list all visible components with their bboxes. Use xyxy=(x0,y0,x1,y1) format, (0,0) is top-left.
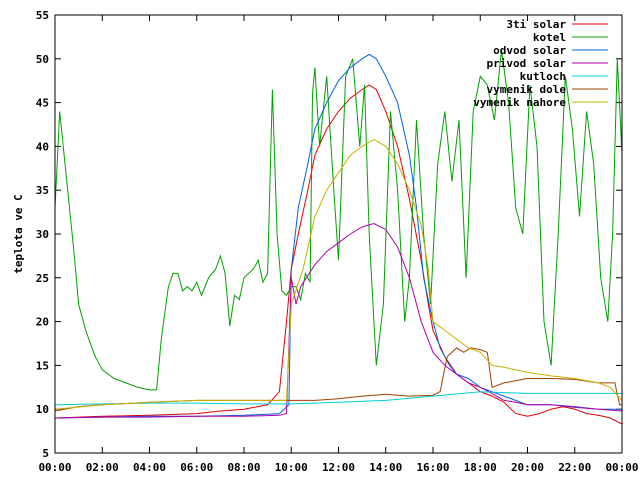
y-tick-label: 45 xyxy=(36,97,49,110)
legend-label: vymenik nahore xyxy=(473,96,566,109)
x-tick-label: 20:00 xyxy=(511,461,544,474)
y-tick-label: 55 xyxy=(36,9,49,22)
series-line-vymenik-dole xyxy=(54,347,622,412)
series-line-3ti-solar xyxy=(54,84,623,425)
y-tick-label: 15 xyxy=(36,359,49,372)
y-tick-label: 10 xyxy=(36,403,49,416)
x-tick-label: 00:00 xyxy=(38,461,71,474)
x-tick-label: 22:00 xyxy=(558,461,591,474)
x-tick-label: 14:00 xyxy=(369,461,402,474)
y-tick-label: 50 xyxy=(36,53,49,66)
y-tick-label: 20 xyxy=(36,316,49,329)
y-tick-label: 5 xyxy=(42,447,49,460)
plot-frame xyxy=(54,14,623,454)
y-tick-label: 40 xyxy=(36,140,49,153)
legend-label: 3ti solar xyxy=(506,18,566,31)
x-tick-label: 00:00 xyxy=(605,461,638,474)
legend-label: kotel xyxy=(533,31,566,44)
series-line-odvod-solar xyxy=(54,53,622,419)
y-tick-label: 25 xyxy=(36,272,49,285)
y-axis-label: teplota ve C xyxy=(12,194,25,273)
x-tick-label: 08:00 xyxy=(227,461,260,474)
legend-label: privod solar xyxy=(487,57,567,70)
x-tick-label: 10:00 xyxy=(275,461,308,474)
x-tick-label: 06:00 xyxy=(180,461,213,474)
legend-label: kutloch xyxy=(520,70,566,83)
legend-label: vymenik dole xyxy=(487,83,567,96)
x-tick-label: 16:00 xyxy=(416,461,449,474)
x-tick-label: 18:00 xyxy=(464,461,497,474)
x-tick-label: 12:00 xyxy=(322,461,355,474)
series-line-kotel xyxy=(54,49,623,391)
series-line-kutloch xyxy=(54,391,622,406)
legend-label: odvod solar xyxy=(493,44,566,57)
x-tick-label: 02:00 xyxy=(86,461,119,474)
x-tick-label: 04:00 xyxy=(133,461,166,474)
series-line-privod-solar xyxy=(54,222,623,419)
y-tick-label: 30 xyxy=(36,228,49,241)
series-line-vymenik-nahore xyxy=(54,138,623,410)
y-tick-label: 35 xyxy=(36,184,49,197)
